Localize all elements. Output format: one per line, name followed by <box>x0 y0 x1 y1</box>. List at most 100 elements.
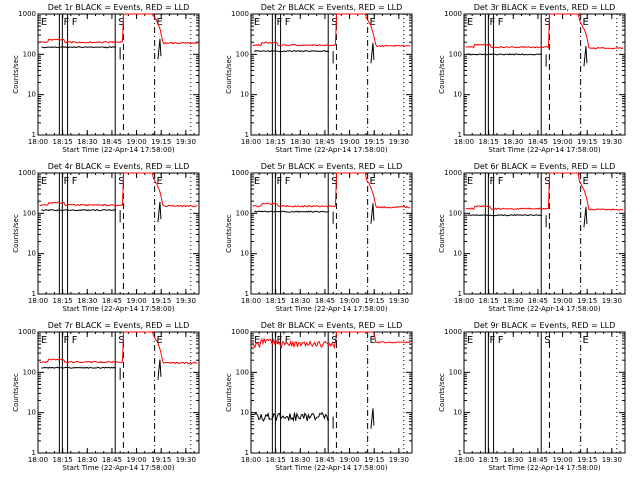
y-axis-label: Counts/sec <box>438 373 446 412</box>
events-series-line <box>467 53 543 56</box>
events-series-line <box>253 50 330 53</box>
detector-panel-3: Det 3r BLACK = Events, RED = LLD 1 10 100 10… <box>438 3 626 154</box>
y-tick-label: 100 <box>23 50 36 58</box>
marker-letter: E <box>369 176 375 187</box>
x-tick-label: 18:15 <box>266 138 286 146</box>
x-tick-label: 19:30 <box>389 138 409 146</box>
y-tick-label: 10 <box>453 409 462 417</box>
x-tick-label: 18:15 <box>266 456 286 464</box>
x-tick-label: 18:00 <box>241 456 261 464</box>
y-axis-label: Counts/sec <box>225 55 233 94</box>
y-tick-label: 1000 <box>231 169 249 177</box>
x-axis-label: Start Time (22-Apr-14 17:58:00) <box>62 146 174 154</box>
plot-frame <box>463 13 626 136</box>
x-tick-label: 18:00 <box>28 297 48 305</box>
x-tick-label: 18:45 <box>102 297 122 305</box>
marker-letter: E <box>254 176 260 187</box>
y-tick-label: 1 <box>458 449 462 457</box>
marker-letter: S <box>331 335 337 346</box>
y-tick-label: 100 <box>236 368 249 376</box>
y-axis-label: Counts/sec <box>12 55 20 94</box>
y-tick-label: 1 <box>458 131 462 139</box>
detector-panel-8: Det 8r BLACK = Events, RED = LLD 1 10 100 10… <box>225 321 413 472</box>
plot-frame <box>250 331 413 454</box>
detector-panel-4: Det 4r BLACK = Events, RED = LLD 1 10 100 10… <box>12 162 200 313</box>
marker-letter: F <box>72 335 78 346</box>
x-axis-label: Start Time (22-Apr-14 17:58:00) <box>62 464 174 472</box>
x-tick-label: 18:15 <box>53 456 73 464</box>
y-tick-label: 10 <box>240 250 249 258</box>
events-spike <box>583 206 588 228</box>
panel-title: Det 8r BLACK = Events, RED = LLD <box>261 321 403 330</box>
x-tick-label: 18:45 <box>102 456 122 464</box>
y-axis-label: Counts/sec <box>225 214 233 253</box>
events-series-line <box>253 411 330 422</box>
x-tick-label: 18:30 <box>290 138 310 146</box>
x-tick-label: 18:00 <box>241 138 261 146</box>
panel-title: Det 1r BLACK = Events, RED = LLD <box>48 3 190 12</box>
marker-letter: E <box>156 17 162 28</box>
x-axis-label: Start Time (22-Apr-14 17:58:00) <box>488 305 600 313</box>
marker-letter: E <box>156 335 162 346</box>
events-spike <box>370 203 375 224</box>
marker-letter: E <box>582 335 588 346</box>
x-tick-label: 18:00 <box>454 456 474 464</box>
plot-frame <box>250 13 413 136</box>
x-tick-label: 18:45 <box>315 456 335 464</box>
marker-letter: F <box>285 17 291 28</box>
lld-series-line <box>252 331 411 350</box>
marker-letter: E <box>467 17 473 28</box>
events-series-line <box>41 209 117 212</box>
x-tick-label: 18:45 <box>528 297 548 305</box>
x-tick-label: 18:30 <box>503 456 523 464</box>
marker-letter: E <box>41 335 47 346</box>
x-tick-label: 18:00 <box>454 297 474 305</box>
y-tick-label: 1 <box>32 131 36 139</box>
y-tick-label: 1000 <box>231 10 249 18</box>
detector-panel-5: Det 5r BLACK = Events, RED = LLD 1 10 100 10… <box>225 162 413 313</box>
x-tick-label: 18:45 <box>315 297 335 305</box>
marker-letter: E <box>467 176 473 187</box>
marker-letter: S <box>544 335 550 346</box>
lld-series-line <box>252 13 411 48</box>
x-tick-label: 18:00 <box>454 138 474 146</box>
detector-panel-1: Det 1r BLACK = Events, RED = LLD 1 10 100 10… <box>12 3 200 154</box>
x-tick-label: 18:15 <box>266 297 286 305</box>
plot-frame <box>463 331 626 454</box>
x-tick-label: 18:30 <box>503 297 523 305</box>
y-tick-label: 10 <box>27 250 36 258</box>
events-spike <box>370 408 375 429</box>
marker-letter: F <box>498 176 504 187</box>
lld-series-line <box>39 331 198 365</box>
marker-letter: E <box>254 335 260 346</box>
y-tick-label: 1 <box>458 290 462 298</box>
x-tick-label: 18:15 <box>53 297 73 305</box>
marker-letter: E <box>582 17 588 28</box>
x-axis-label: Start Time (22-Apr-14 17:58:00) <box>275 464 387 472</box>
x-tick-label: 18:15 <box>479 138 499 146</box>
marker-letter: F <box>63 17 69 28</box>
y-tick-label: 100 <box>236 209 249 217</box>
y-axis-label: Counts/sec <box>438 55 446 94</box>
x-tick-label: 18:15 <box>53 138 73 146</box>
y-tick-label: 1 <box>245 290 249 298</box>
events-spike <box>370 42 375 64</box>
events-series-line <box>41 46 117 49</box>
x-tick-label: 19:00 <box>339 456 359 464</box>
marker-letter: S <box>118 335 124 346</box>
x-tick-label: 18:00 <box>28 138 48 146</box>
panel-title: Det 9r BLACK = Events, RED = LLD <box>474 321 616 330</box>
y-tick-label: 1000 <box>444 169 462 177</box>
detector-panel-2: Det 2r BLACK = Events, RED = LLD 1 10 100 10… <box>225 3 413 154</box>
x-tick-label: 19:30 <box>389 297 409 305</box>
marker-letter: F <box>276 176 282 187</box>
events-spike <box>157 359 162 380</box>
events-spike <box>583 46 588 67</box>
y-tick-label: 10 <box>240 409 249 417</box>
plot-frame <box>37 172 200 295</box>
x-tick-label: 19:30 <box>602 138 622 146</box>
x-tick-label: 19:00 <box>339 138 359 146</box>
y-tick-label: 1000 <box>18 10 36 18</box>
plot-frame <box>463 172 626 295</box>
